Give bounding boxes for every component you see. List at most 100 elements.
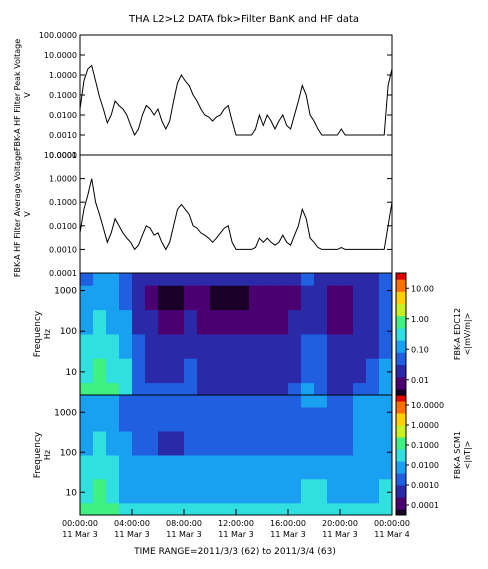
heatmap-cell: [119, 309, 133, 335]
heatmap-cell: [93, 309, 107, 335]
heatmap-cell: [353, 309, 367, 335]
colorbar-segment: [396, 361, 406, 365]
colorbar-segment: [396, 382, 406, 387]
heatmap-cell: [93, 395, 107, 408]
colorbar-tick-label: 0.01: [411, 376, 429, 385]
heatmap-cell: [301, 502, 315, 516]
heatmap-cell: [314, 431, 328, 456]
colorbar-tick-label: 0.0001: [411, 501, 439, 510]
heatmap-cell: [223, 382, 237, 396]
heatmap-cell: [158, 406, 172, 432]
xtick-time-label: 12:00:00: [218, 519, 254, 528]
heatmap-cell: [93, 358, 107, 384]
colorbar-segment: [396, 288, 406, 292]
heatmap-cell: [158, 454, 172, 480]
heatmap-cell: [262, 285, 276, 311]
heatmap-cell: [223, 285, 237, 311]
panel-2-frame: [79, 154, 393, 274]
heatmap-cell: [158, 273, 172, 286]
colorbar-segment: [396, 488, 406, 492]
heatmap-cell: [366, 454, 380, 480]
colorbar-segment: [396, 324, 406, 329]
colorbar-segment: [396, 455, 406, 459]
colorbar-segment: [396, 321, 406, 326]
heatmap-cell: [106, 382, 120, 396]
xtick-time-label: 00:00:00: [374, 519, 410, 528]
ytick-label: 0.1000: [49, 91, 77, 100]
heatmap-cell: [171, 309, 185, 335]
heatmap-cell: [353, 273, 367, 286]
colorbar-segment: [396, 373, 406, 378]
heatmap-cell: [379, 273, 393, 286]
heatmap-cell: [184, 358, 198, 384]
heatmap-cell: [210, 333, 224, 359]
heatmap-cell: [210, 382, 224, 396]
heatmap-cell: [288, 406, 302, 432]
heatmap-cell: [366, 395, 380, 408]
colorbar-tick-label: 10.0000: [411, 401, 444, 410]
heatmap-cell: [210, 358, 224, 384]
heatmap-cell: [366, 406, 380, 432]
heatmap-cell: [366, 431, 380, 456]
heatmap-cell: [197, 406, 211, 432]
heatmap-cell: [223, 502, 237, 516]
heatmap-cell: [106, 454, 120, 480]
xtick-time-label: 20:00:00: [322, 519, 358, 528]
heatmap-cell: [158, 395, 172, 408]
panel-1-ylabel: FBK-A HF Filter Peak Voltage: [13, 39, 22, 151]
heatmap-cell: [223, 478, 237, 504]
colorbar-segment: [396, 419, 406, 423]
heatmap-cell: [340, 406, 354, 432]
heatmap-cell: [106, 478, 120, 504]
heatmap-cell: [158, 502, 172, 516]
heatmap-cell: [340, 502, 354, 516]
colorbar-tick-label: 0.0100: [411, 461, 439, 470]
heatmap-cell: [132, 395, 146, 408]
panel-1-frame: [79, 34, 393, 156]
heatmap-cell: [236, 431, 250, 456]
colorbar-tick-label: 10.00: [411, 284, 434, 293]
heatmap-cell: [379, 285, 393, 311]
heatmap-cell: [366, 358, 380, 384]
ytick-label: 10.0000: [44, 51, 77, 60]
heatmap-cell: [223, 333, 237, 359]
heatmap-cell: [119, 431, 133, 456]
heatmap-cell: [353, 502, 367, 516]
heatmap-cell: [340, 358, 354, 384]
ytick-label: 0.0100: [49, 111, 77, 120]
heatmap-cell: [301, 454, 315, 480]
colorbar-segment: [396, 512, 406, 516]
heatmap-cell: [379, 406, 393, 432]
xtick-date-label: 11 Mar 3: [322, 530, 357, 539]
colorbar-segment: [396, 422, 406, 426]
heatmap-cell: [210, 478, 224, 504]
colorbar-segment: [396, 343, 406, 347]
heatmap-cell: [379, 358, 393, 384]
heatmap-cell: [327, 333, 341, 359]
heatmap-cell: [132, 454, 146, 480]
heatmap-cell: [119, 406, 133, 432]
heatmap-cell: [314, 406, 328, 432]
xtick-date-label: 11 Mar 3: [114, 530, 149, 539]
heatmap-cell: [249, 382, 263, 396]
heatmap-cell: [80, 395, 94, 408]
colorbar-tick-label: 1.00: [411, 315, 429, 324]
colorbar-segment: [396, 282, 406, 286]
heatmap-cell: [236, 478, 250, 504]
heatmap-cell: [327, 382, 341, 396]
heatmap-cell: [223, 431, 237, 456]
heatmap-cell: [106, 285, 120, 311]
heatmap-cell: [314, 273, 328, 286]
colorbar-segment: [396, 416, 406, 420]
heatmap-cell: [132, 478, 146, 504]
heatmap-cell: [236, 454, 250, 480]
heatmap-cell: [184, 333, 198, 359]
ytick-label: 0.0010: [49, 245, 77, 254]
colorbar-segment: [396, 273, 406, 277]
heatmap-cell: [119, 333, 133, 359]
heatmap-cell: [327, 395, 341, 408]
colorbar-segment: [396, 398, 406, 402]
heatmap-cell: [249, 309, 263, 335]
panel-3-ylabel: Frequency: [33, 310, 43, 357]
heatmap-cell: [288, 273, 302, 286]
